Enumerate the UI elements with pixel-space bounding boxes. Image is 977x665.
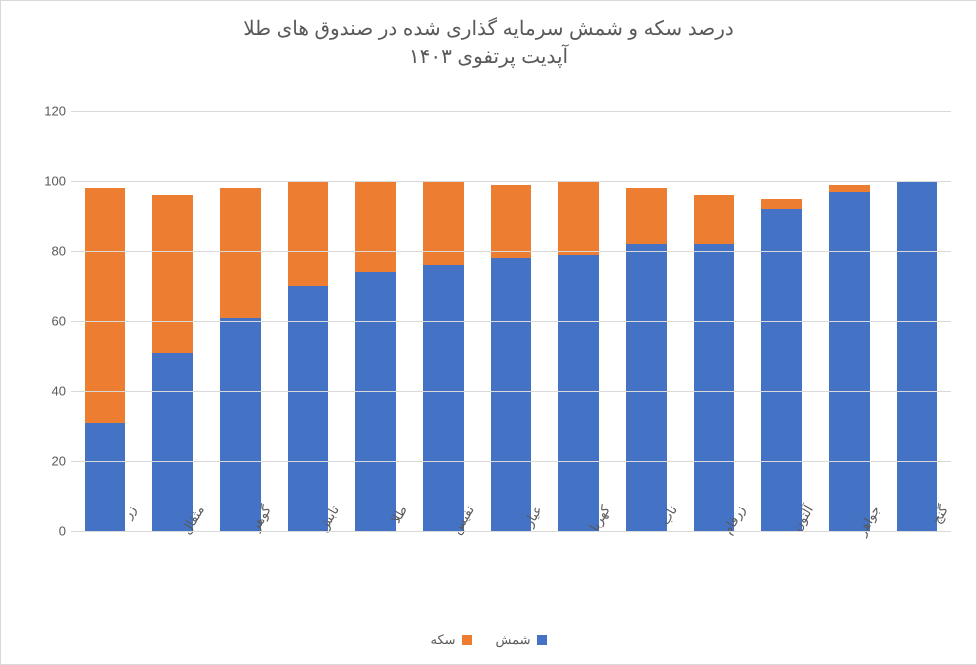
bar-segment-shemsh: [288, 286, 329, 531]
bar-segment-sekke: [558, 181, 599, 255]
bar-segment-shemsh: [897, 181, 938, 531]
legend-item-sekke: سکه: [430, 632, 471, 648]
bar-segment-shemsh: [220, 318, 261, 532]
bar-segment-shemsh: [829, 192, 870, 532]
legend-swatch: [462, 635, 472, 645]
bar-segment-sekke: [85, 188, 126, 423]
grid-line: [71, 251, 951, 252]
bar-segment-shemsh: [423, 265, 464, 531]
legend-item-shemsh: شمش: [496, 632, 547, 648]
plot-area: زرمثقالگوهرتابشطلانفیسعیارکهربانابزرفامآ…: [71, 111, 951, 531]
bar-segment-sekke: [761, 199, 802, 210]
y-axis-label: 100: [26, 173, 66, 188]
grid-line: [71, 321, 951, 322]
chart-title-line2: آپدیت پرتفوی ۱۴۰۳: [1, 43, 976, 71]
bar-segment-shemsh: [761, 209, 802, 531]
y-axis-label: 120: [26, 104, 66, 119]
bar-segment-shemsh: [355, 272, 396, 531]
bar-segment-shemsh: [626, 244, 667, 531]
bar-segment-sekke: [491, 185, 532, 259]
legend: شمش سکه: [1, 632, 976, 648]
chart-title-line1: درصد سکه و شمش سرمایه گذاری شده در صندوق…: [1, 15, 976, 43]
y-axis-label: 40: [26, 383, 66, 398]
bar-segment-sekke: [626, 188, 667, 244]
bar-segment-shemsh: [694, 244, 735, 531]
y-axis-label: 20: [26, 454, 66, 469]
bar-segment-sekke: [355, 181, 396, 272]
chart-title: درصد سکه و شمش سرمایه گذاری شده در صندوق…: [1, 1, 976, 71]
bar-segment-sekke: [288, 181, 329, 286]
bar-segment-sekke: [423, 181, 464, 265]
bar-segment-sekke: [829, 185, 870, 192]
grid-line: [71, 461, 951, 462]
y-axis-label: 0: [26, 524, 66, 539]
bar-segment-sekke: [152, 195, 193, 353]
bar-segment-shemsh: [558, 255, 599, 532]
grid-line: [71, 531, 951, 532]
chart-container: درصد سکه و شمش سرمایه گذاری شده در صندوق…: [0, 0, 977, 665]
grid-line: [71, 181, 951, 182]
bar-segment-sekke: [694, 195, 735, 244]
bar-segment-shemsh: [152, 353, 193, 532]
legend-label: شمش: [496, 632, 531, 648]
bar-segment-shemsh: [491, 258, 532, 531]
legend-label: سکه: [430, 632, 455, 648]
legend-swatch: [537, 635, 547, 645]
grid-line: [71, 391, 951, 392]
grid-line: [71, 111, 951, 112]
bar-segment-sekke: [220, 188, 261, 318]
y-axis-label: 80: [26, 243, 66, 258]
y-axis-label: 60: [26, 314, 66, 329]
